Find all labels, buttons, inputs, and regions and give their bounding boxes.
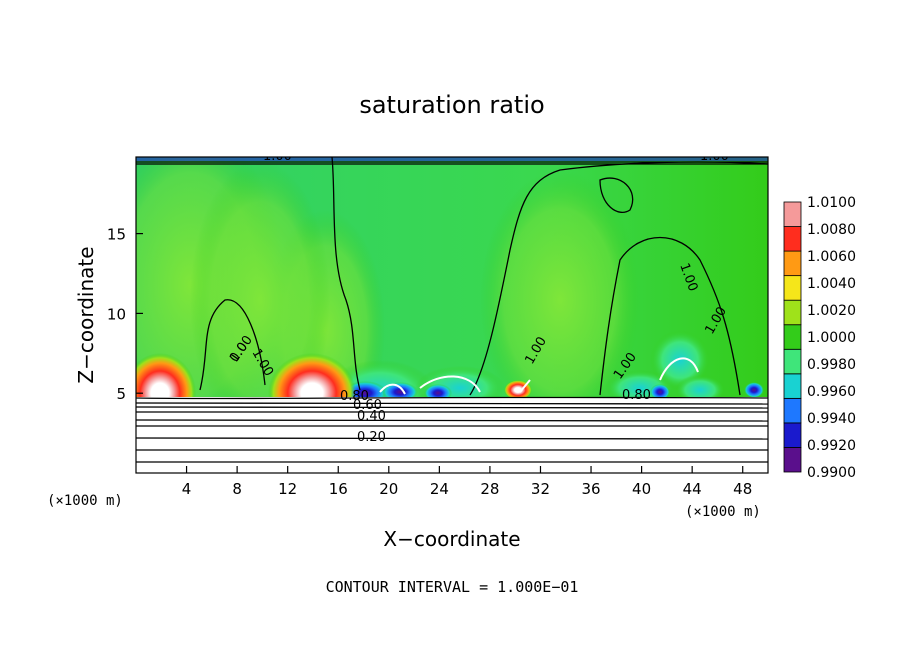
colorbar-swatch <box>783 373 802 399</box>
colorbar-label: 1.0020 <box>807 303 856 319</box>
x-tick-label: 32 <box>531 480 550 498</box>
y-tick-label: 10 <box>107 305 126 323</box>
contour-label: 0.20 <box>357 430 386 445</box>
contour-line <box>136 419 768 422</box>
y-axis-label: Z−coordinate <box>74 246 98 383</box>
contour-line <box>136 402 768 405</box>
x-tick-label: 24 <box>430 480 449 498</box>
contour-line <box>136 406 768 409</box>
contour-line <box>136 396 768 400</box>
contour-interval: CONTOUR INTERVAL = 1.000E−01 <box>326 578 579 596</box>
x-tick-label: 8 <box>232 480 242 498</box>
x-tick-label: 40 <box>632 480 651 498</box>
x-tick-label: 44 <box>683 480 702 498</box>
x-tick-label: 20 <box>379 480 398 498</box>
x-axis-label: X−coordinate <box>383 527 520 551</box>
chart-title: saturation ratio <box>359 91 544 119</box>
x-tick-label: 4 <box>182 480 192 498</box>
field-blue <box>744 382 764 398</box>
field-blue <box>650 384 670 400</box>
y-tick-label: 5 <box>116 385 126 403</box>
contour-line-white <box>519 379 531 393</box>
contour-line <box>469 161 768 396</box>
colorbar-label: 1.0100 <box>807 195 856 211</box>
colorbar-label: 0.9960 <box>807 384 856 400</box>
contour-line <box>136 437 768 440</box>
field-cyan <box>650 330 710 390</box>
colorbar-swatch <box>783 250 802 277</box>
colorbar-swatch <box>783 275 802 301</box>
colorbar-label: 1.0000 <box>807 330 856 346</box>
colorbar: 0.9900 0.9920 0.9940 0.9960 0.9980 1.0000 1.00… <box>783 195 856 481</box>
field-lower-dry <box>136 397 768 473</box>
x-unit-left: (×1000 m) <box>47 493 123 509</box>
contour-label: 0.60 <box>353 398 382 413</box>
colorbar-label: 0.9900 <box>807 465 856 481</box>
x-tick-label: 28 <box>480 480 499 498</box>
plot-frame <box>135 156 769 474</box>
colorbar-swatch <box>783 324 802 350</box>
x-unit-right: (×1000 m) <box>685 504 761 520</box>
contour-label: 0.80 <box>340 389 369 404</box>
saturation-field: 1.00 1.001.001.001.001.001.001.000.800.60… <box>136 149 768 473</box>
colorbar-label: 1.0080 <box>807 222 856 238</box>
colorbar-swatch <box>783 422 802 448</box>
colorbar-label: 0.9940 <box>807 411 856 427</box>
colorbar-swatch <box>783 447 802 473</box>
colorbar-swatch <box>783 299 802 326</box>
x-tick-label: 16 <box>329 480 348 498</box>
x-tick-label: 48 <box>733 480 752 498</box>
contour-line <box>599 177 634 213</box>
colorbar-label: 0.9920 <box>807 438 856 454</box>
colorbar-swatch <box>783 226 802 252</box>
contour-label: 1.00 <box>263 149 292 164</box>
contour-line <box>599 237 741 396</box>
field-plume <box>480 170 640 430</box>
contour-line-white <box>379 383 406 395</box>
field-top-band <box>136 157 768 161</box>
colorbar-label: 1.0040 <box>807 276 856 292</box>
colorbar-label: 1.0060 <box>807 249 856 265</box>
colorbar-swatch <box>783 397 802 424</box>
colorbar-swatch <box>783 348 802 375</box>
x-tick-label: 36 <box>581 480 600 498</box>
contour-line-white <box>419 375 481 393</box>
colorbar-swatch <box>783 201 802 227</box>
contour-line <box>331 157 361 391</box>
contour-label: 1.00 <box>700 149 729 164</box>
contour-label: 0.40 <box>357 409 386 424</box>
contour-line <box>136 411 768 413</box>
contour-line <box>199 299 266 391</box>
x-tick-label: 12 <box>278 480 297 498</box>
y-tick-label: 15 <box>107 226 126 244</box>
contour-line-white <box>659 357 699 381</box>
colorbar-label: 0.9980 <box>807 357 856 373</box>
contour-label: 0.80 <box>622 388 651 403</box>
